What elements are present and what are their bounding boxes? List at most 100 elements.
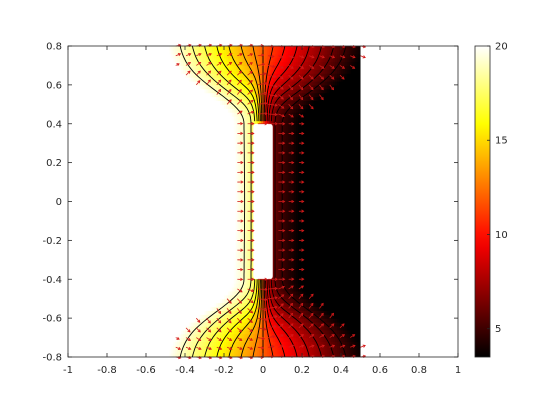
field-cell [179, 53, 182, 59]
field-cell [190, 65, 194, 70]
field-cell [167, 108, 170, 113]
field-cell [229, 119, 233, 125]
field-cell [177, 88, 180, 94]
field-cell [224, 88, 227, 94]
field-cell [235, 306, 239, 311]
field-cell [208, 259, 211, 265]
field-cell [233, 201, 237, 206]
field-cell [266, 49, 270, 55]
field-cell [227, 248, 231, 253]
field-cell [233, 232, 237, 238]
field-cell [196, 53, 200, 59]
field-cell [181, 353, 184, 357]
field-cell [222, 201, 225, 206]
field-cell [210, 65, 213, 70]
field-cell [218, 182, 221, 187]
field-cell [235, 248, 239, 253]
field-cell [196, 217, 200, 222]
field-cell [259, 341, 262, 346]
field-cell [183, 287, 186, 292]
field-cell [224, 189, 227, 195]
field-cell [175, 294, 178, 300]
field-cell [190, 104, 194, 109]
field-cell [196, 279, 200, 284]
field-cell [183, 193, 186, 199]
field-cell [169, 271, 172, 276]
field-cell [216, 119, 219, 125]
field-cell [185, 119, 188, 125]
field-cell [177, 294, 180, 300]
field-cell [284, 232, 287, 238]
field-cell [214, 290, 217, 296]
field-cell [282, 310, 286, 315]
field-cell [206, 275, 209, 280]
field-cell [175, 108, 178, 113]
field-cell [280, 283, 284, 288]
field-cell [185, 104, 188, 109]
field-cell [200, 322, 204, 327]
field-cell [179, 252, 182, 257]
field-cell [235, 283, 239, 288]
field-cell [280, 46, 284, 51]
field-cell [181, 182, 184, 187]
field-cell [274, 205, 278, 210]
field-cell [194, 150, 198, 156]
field-cell [200, 174, 204, 179]
field-cell [173, 65, 176, 70]
field-cell [165, 88, 169, 94]
field-cell [188, 104, 192, 109]
field-cell [220, 263, 223, 269]
field-cell [261, 302, 264, 308]
field-cell [188, 100, 192, 105]
field-cell [175, 143, 178, 148]
field-cell [261, 49, 264, 55]
field-cell [224, 232, 227, 238]
field-cell [212, 65, 215, 70]
field-cell [177, 143, 180, 148]
field-cell [264, 49, 268, 55]
field-cell [165, 77, 169, 82]
field-cell [218, 100, 221, 105]
field-cell [212, 287, 215, 292]
field-cell [276, 201, 280, 206]
field-cell [214, 306, 217, 311]
field-cell [224, 255, 227, 261]
field-cell [194, 77, 198, 82]
field-cell [208, 104, 211, 109]
field-cell [173, 279, 176, 284]
field-cell [216, 197, 219, 203]
field-cell [190, 228, 194, 234]
field-cell [175, 337, 178, 343]
field-cell [165, 325, 169, 331]
field-cell [206, 279, 209, 284]
field-cell [233, 154, 237, 160]
field-cell [185, 100, 188, 105]
field-cell [171, 166, 174, 171]
field-cell [224, 197, 227, 203]
field-cell [243, 333, 247, 339]
field-cell [169, 217, 172, 222]
field-cell [241, 341, 245, 346]
field-cell [169, 267, 172, 273]
field-cell [165, 143, 169, 148]
field-cell [173, 267, 176, 273]
field-cell [210, 49, 213, 55]
field-cell [186, 220, 190, 226]
field-cell [278, 259, 282, 265]
field-cell [278, 147, 282, 152]
field-cell [229, 147, 233, 152]
field-cell [218, 154, 221, 160]
field-cell [192, 162, 196, 168]
field-cell [173, 209, 176, 214]
field-cell [194, 290, 198, 296]
field-cell [204, 162, 208, 168]
field-cell [225, 209, 229, 214]
field-cell [245, 46, 248, 51]
field-cell [220, 298, 223, 304]
field-cell [212, 185, 215, 191]
field-cell [167, 135, 170, 140]
field-cell [175, 166, 178, 171]
field-cell [249, 147, 252, 152]
field-cell [233, 135, 237, 140]
field-cell [175, 236, 178, 241]
